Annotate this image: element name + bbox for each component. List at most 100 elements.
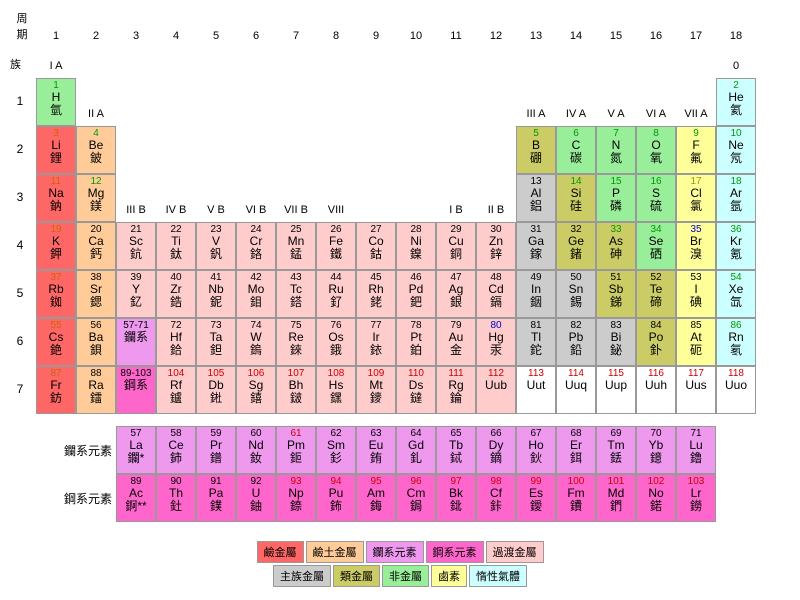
element-cell[interactable]: 9F氟 (676, 126, 716, 174)
element-cell[interactable]: 4Be鈹 (76, 126, 116, 174)
element-cell[interactable]: 98Cf鉲 (476, 474, 516, 522)
element-cell[interactable]: 108Hs𨭆 (316, 366, 356, 414)
element-cell[interactable]: 7N氮 (596, 126, 636, 174)
element-cell[interactable]: 99Es鑀 (516, 474, 556, 522)
element-cell[interactable]: 81Tl鉈 (516, 318, 556, 366)
element-cell[interactable]: 85At砈 (676, 318, 716, 366)
element-cell[interactable]: 77Ir銥 (356, 318, 396, 366)
element-cell[interactable]: 61Pm鉕 (276, 426, 316, 474)
element-cell[interactable]: 60Nd釹 (236, 426, 276, 474)
element-cell[interactable]: 16S硫 (636, 174, 676, 222)
element-cell[interactable]: 21Sc鈧 (116, 222, 156, 270)
element-cell[interactable]: 78Pt鉑 (396, 318, 436, 366)
element-cell[interactable]: 50Sn錫 (556, 270, 596, 318)
element-cell[interactable]: 12Mg鎂 (76, 174, 116, 222)
element-cell[interactable]: 59Pr鐠 (196, 426, 236, 474)
element-cell[interactable]: 89Ac錒** (116, 474, 156, 522)
element-cell[interactable]: 80Hg汞 (476, 318, 516, 366)
element-cell[interactable]: 55Cs銫 (36, 318, 76, 366)
element-cell[interactable]: 73Ta鉭 (196, 318, 236, 366)
element-cell[interactable]: 43Tc鎝 (276, 270, 316, 318)
element-cell[interactable]: 66Dy鏑 (476, 426, 516, 474)
element-cell[interactable]: 5B硼 (516, 126, 556, 174)
element-cell[interactable]: 1H氫 (36, 78, 76, 126)
element-cell[interactable]: 97Bk鉳 (436, 474, 476, 522)
element-cell[interactable]: 110Ds鐽 (396, 366, 436, 414)
element-cell[interactable]: 111Rg錀 (436, 366, 476, 414)
element-cell[interactable]: 118Uuo (716, 366, 756, 414)
element-cell[interactable]: 8O氧 (636, 126, 676, 174)
element-cell[interactable]: 2He氦 (716, 78, 756, 126)
element-cell[interactable]: 15P磷 (596, 174, 636, 222)
element-cell[interactable]: 11Na鈉 (36, 174, 76, 222)
element-cell[interactable]: 63Eu銪 (356, 426, 396, 474)
element-cell[interactable]: 114Uuq (556, 366, 596, 414)
element-cell[interactable]: 79Au金 (436, 318, 476, 366)
element-cell[interactable]: 117Uus (676, 366, 716, 414)
element-cell[interactable]: 69Tm銩 (596, 426, 636, 474)
element-cell[interactable]: 71Lu鑥 (676, 426, 716, 474)
element-cell[interactable]: 10Ne氖 (716, 126, 756, 174)
element-cell[interactable]: 100Fm鐨 (556, 474, 596, 522)
element-cell[interactable]: 29Cu銅 (436, 222, 476, 270)
element-cell[interactable]: 13Al鋁 (516, 174, 556, 222)
element-cell[interactable]: 75Re錸 (276, 318, 316, 366)
element-cell[interactable]: 30Zn鋅 (476, 222, 516, 270)
element-cell[interactable]: 47Ag銀 (436, 270, 476, 318)
element-cell[interactable]: 62Sm釤 (316, 426, 356, 474)
element-cell[interactable]: 115Uup (596, 366, 636, 414)
element-cell[interactable]: 45Rh銠 (356, 270, 396, 318)
element-cell[interactable]: 87Fr鈁 (36, 366, 76, 414)
element-cell[interactable]: 54Xe氙 (716, 270, 756, 318)
element-cell[interactable]: 93Np錼 (276, 474, 316, 522)
element-cell[interactable]: 90Th釷 (156, 474, 196, 522)
element-cell[interactable]: 48Cd鎘 (476, 270, 516, 318)
element-cell[interactable]: 49In銦 (516, 270, 556, 318)
element-cell[interactable]: 35Br溴 (676, 222, 716, 270)
element-cell[interactable]: 46Pd鈀 (396, 270, 436, 318)
element-cell[interactable]: 20Ca鈣 (76, 222, 116, 270)
element-cell[interactable]: 34Se硒 (636, 222, 676, 270)
element-cell[interactable]: 109Mt䥑 (356, 366, 396, 414)
element-cell[interactable]: 39Y釔 (116, 270, 156, 318)
element-cell[interactable]: 56Ba鋇 (76, 318, 116, 366)
element-cell[interactable]: 101Md鍆 (596, 474, 636, 522)
element-cell[interactable]: 17Cl氯 (676, 174, 716, 222)
element-cell[interactable]: 27Co鈷 (356, 222, 396, 270)
element-cell[interactable]: 68Er鉺 (556, 426, 596, 474)
element-cell[interactable]: 14Si硅 (556, 174, 596, 222)
element-cell[interactable]: 58Ce鈰 (156, 426, 196, 474)
element-cell[interactable]: 64Gd釓 (396, 426, 436, 474)
element-cell[interactable]: 112Uub (476, 366, 516, 414)
element-cell[interactable]: 38Sr鍶 (76, 270, 116, 318)
element-cell[interactable]: 74W鎢 (236, 318, 276, 366)
element-cell[interactable]: 94Pu鈽 (316, 474, 356, 522)
element-cell[interactable]: 3Li鋰 (36, 126, 76, 174)
element-cell[interactable]: 107Bh𨨏 (276, 366, 316, 414)
element-cell[interactable]: 33As砷 (596, 222, 636, 270)
element-cell[interactable]: 53I碘 (676, 270, 716, 318)
element-cell[interactable]: 67Ho鈥 (516, 426, 556, 474)
element-cell[interactable]: 6C碳 (556, 126, 596, 174)
element-cell[interactable]: 31Ga鎵 (516, 222, 556, 270)
element-cell[interactable]: 57-71鑭系 (116, 318, 156, 366)
element-cell[interactable]: 44Ru釕 (316, 270, 356, 318)
element-cell[interactable]: 116Uuh (636, 366, 676, 414)
element-cell[interactable]: 106Sg𨭎 (236, 366, 276, 414)
element-cell[interactable]: 41Nb鈮 (196, 270, 236, 318)
element-cell[interactable]: 82Pb鉛 (556, 318, 596, 366)
element-cell[interactable]: 72Hf鉿 (156, 318, 196, 366)
element-cell[interactable]: 88Ra鐳 (76, 366, 116, 414)
element-cell[interactable]: 92U鈾 (236, 474, 276, 522)
element-cell[interactable]: 103Lr鐒 (676, 474, 716, 522)
element-cell[interactable]: 28Ni鎳 (396, 222, 436, 270)
element-cell[interactable]: 25Mn錳 (276, 222, 316, 270)
element-cell[interactable]: 96Cm鋦 (396, 474, 436, 522)
element-cell[interactable]: 89-103鋼系 (116, 366, 156, 414)
element-cell[interactable]: 76Os鋨 (316, 318, 356, 366)
element-cell[interactable]: 18Ar氬 (716, 174, 756, 222)
element-cell[interactable]: 19K鉀 (36, 222, 76, 270)
element-cell[interactable]: 84Po釙 (636, 318, 676, 366)
element-cell[interactable]: 83Bi鉍 (596, 318, 636, 366)
element-cell[interactable]: 42Mo鉬 (236, 270, 276, 318)
